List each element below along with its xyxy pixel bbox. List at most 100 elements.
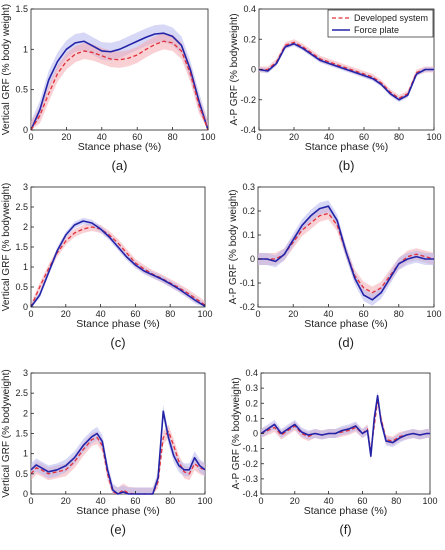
series-line-2: [30, 220, 206, 308]
panel-caption: (d): [338, 335, 354, 350]
series-line-2: [258, 42, 434, 101]
y-tick-label: 0: [251, 65, 256, 75]
y-axis-label: A-P GRF (% body weight): [228, 190, 239, 305]
y-tick-label: 2: [23, 408, 28, 418]
legend-box: [327, 9, 434, 38]
x-tick-label: 40: [324, 132, 334, 142]
y-tick-label: 0.4: [245, 368, 258, 378]
x-tick-label: 80: [168, 132, 178, 142]
x-tick-label: 100: [200, 132, 215, 142]
chart-panel-5: 0 20 40 60 80 100 0 0.5 1 1.5 2 2.5 3 Stance phase (%…: [1, 368, 213, 537]
panel-caption: (e): [110, 522, 126, 537]
series-band-2: [259, 41, 434, 103]
x-tick-label: 100: [197, 496, 212, 506]
y-axis-label: Vertical GRF (% bodyweight): [1, 183, 12, 311]
y-tick-label: 0.5: [15, 469, 28, 479]
x-tick-label: 40: [324, 496, 334, 506]
x-tick-label: 0: [28, 309, 33, 319]
y-tick-label: 1: [23, 262, 28, 272]
y-tick-label: 1.5: [15, 4, 28, 14]
y-tick-label: 0.2: [243, 34, 256, 44]
y-tick-label: 1.5: [15, 429, 28, 439]
x-axis-label: Stance phase (%): [76, 318, 159, 330]
y-tick-label: 0: [23, 125, 28, 135]
x-tick-label: 0: [258, 496, 263, 506]
chart-panel-6: 0 20 40 60 80 100 -0.4 -0.3 -0.2 -0.1 0 0.1 0.2 0.3 0.…: [231, 368, 438, 537]
y-axis-label: A-P GRF (% bodyweight): [229, 13, 240, 125]
x-tick-label: 80: [391, 496, 401, 506]
y-tick-label: 0: [250, 254, 255, 264]
legend: Developed system Force plate: [327, 9, 434, 38]
x-tick-label: 20: [61, 496, 71, 506]
y-tick-label: 0.2: [245, 398, 258, 408]
y-tick-label: -0.4: [242, 489, 258, 499]
x-tick-label: 80: [165, 496, 175, 506]
panel-caption: (b): [339, 158, 355, 173]
chart-panel-3: 0 20 40 60 80 100 0 0.5 1 1.5 2 2.5 3 Stance phase (%…: [1, 182, 213, 350]
y-tick-label: 3: [23, 182, 28, 192]
y-tick-label: 0: [23, 489, 28, 499]
x-tick-label: 40: [323, 309, 333, 319]
legend-label-force: Force plate: [354, 25, 399, 35]
x-tick-label: 40: [96, 309, 106, 319]
x-tick-label: 40: [97, 132, 107, 142]
x-axis-label: Stance phase (%): [76, 505, 159, 517]
y-tick-label: 1: [23, 449, 28, 459]
x-tick-label: 0: [28, 132, 33, 142]
y-tick-label: -0.2: [242, 459, 258, 469]
x-tick-label: 60: [359, 132, 369, 142]
series-line-1: [30, 226, 206, 308]
x-tick-label: 80: [165, 309, 175, 319]
x-tick-label: 100: [426, 132, 441, 142]
series-band-2: [261, 391, 430, 461]
x-axis-label: Stance phase (%): [305, 141, 388, 153]
series-band-2: [31, 33, 208, 131]
y-tick-label: 0.3: [245, 383, 258, 393]
series-line-1: [30, 32, 209, 131]
x-tick-label: 80: [394, 309, 404, 319]
y-tick-label: 0.4: [243, 4, 256, 14]
x-tick-label: 40: [96, 496, 106, 506]
x-tick-label: 20: [290, 496, 300, 506]
y-tick-label: 0.3: [242, 182, 255, 192]
x-tick-label: 60: [130, 496, 140, 506]
y-axis-label: A-P GRF (% bodyweight): [231, 377, 242, 489]
series-line-2: [30, 40, 209, 131]
x-tick-label: 80: [394, 132, 404, 142]
y-axis-label: Vertical GRF (% bodyweight): [1, 369, 12, 497]
series-band-2: [31, 217, 205, 307]
series-line-2: [30, 410, 206, 495]
x-tick-label: 20: [288, 309, 298, 319]
legend-label-developed: Developed system: [354, 13, 428, 23]
x-tick-label: 60: [130, 309, 140, 319]
series-line-2: [258, 205, 434, 301]
chart-panel-1: 0 20 40 60 80 100 0 0.5 1 1.5 Stance phase (%) Vert…: [1, 4, 216, 173]
y-tick-label: -0.1: [242, 444, 258, 454]
y-tick-label: -0.2: [239, 302, 255, 312]
x-tick-label: 20: [61, 132, 71, 142]
x-tick-label: 20: [289, 132, 299, 142]
y-tick-label: 0.1: [242, 230, 255, 240]
y-tick-label: -0.4: [240, 125, 256, 135]
x-axis-label: Stance phase (%): [304, 318, 387, 330]
y-tick-label: -0.2: [240, 95, 256, 105]
y-tick-label: 0.2: [242, 206, 255, 216]
x-tick-label: 100: [426, 309, 441, 319]
y-tick-label: 0.5: [15, 85, 28, 95]
y-tick-label: -0.3: [242, 474, 258, 484]
x-axis-label: Stance phase (%): [78, 141, 161, 153]
x-tick-label: 60: [357, 496, 367, 506]
y-tick-label: 0: [23, 302, 28, 312]
y-axis-label: Vertical GRF (% body weight): [1, 4, 12, 135]
x-tick-label: 0: [255, 309, 260, 319]
y-tick-label: 2.5: [15, 202, 28, 212]
y-tick-label: 0.1: [245, 413, 258, 423]
x-tick-label: 0: [256, 132, 261, 142]
panel-caption: (c): [110, 335, 125, 350]
chart-panel-4: 0 20 40 60 80 100 -0.2 -0.1 0 0.1 0.2 0.3 Stance pha…: [228, 182, 442, 350]
y-tick-label: -0.1: [239, 278, 255, 288]
series-band-1: [31, 223, 205, 307]
y-tick-label: 1.5: [15, 242, 28, 252]
x-tick-label: 60: [132, 132, 142, 142]
